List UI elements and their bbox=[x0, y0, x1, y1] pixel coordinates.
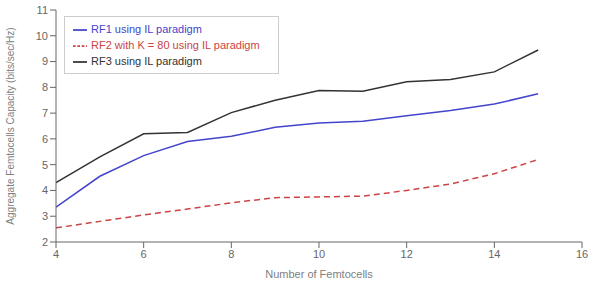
svg-text:3: 3 bbox=[42, 210, 48, 222]
svg-text:9: 9 bbox=[42, 55, 48, 67]
svg-text:8: 8 bbox=[228, 248, 234, 260]
svg-text:14: 14 bbox=[488, 248, 500, 260]
html-text:RF1 using IL paradigm: RF1 using IL paradigm bbox=[91, 23, 202, 35]
svg-text:11: 11 bbox=[37, 4, 48, 16]
html-text:RF2 with K = 80 using IL parad: RF2 with K = 80 using IL paradigm bbox=[91, 39, 260, 52]
svg-text:8: 8 bbox=[42, 81, 48, 93]
svg-text:7: 7 bbox=[42, 107, 48, 119]
svg-text:10: 10 bbox=[36, 30, 48, 42]
svg-text:6: 6 bbox=[42, 133, 48, 145]
svg-text:Aggregate Femtocells Capacity: Aggregate Femtocells Capacity (bits/sec/… bbox=[8, 27, 16, 224]
svg-text:2: 2 bbox=[42, 236, 48, 248]
svg-text:10: 10 bbox=[313, 248, 325, 260]
svg-text:Number of Femtocells: Number of Femtocells bbox=[265, 268, 373, 280]
svg-text:4: 4 bbox=[53, 248, 59, 260]
html-text:RF3 using IL paradigm: RF3 using IL paradigm bbox=[91, 55, 202, 68]
svg-text:5: 5 bbox=[42, 159, 48, 171]
svg-text:12: 12 bbox=[401, 248, 413, 260]
svg-text:16: 16 bbox=[576, 248, 588, 260]
svg-text:4: 4 bbox=[42, 184, 48, 196]
svg-text:6: 6 bbox=[141, 248, 147, 260]
